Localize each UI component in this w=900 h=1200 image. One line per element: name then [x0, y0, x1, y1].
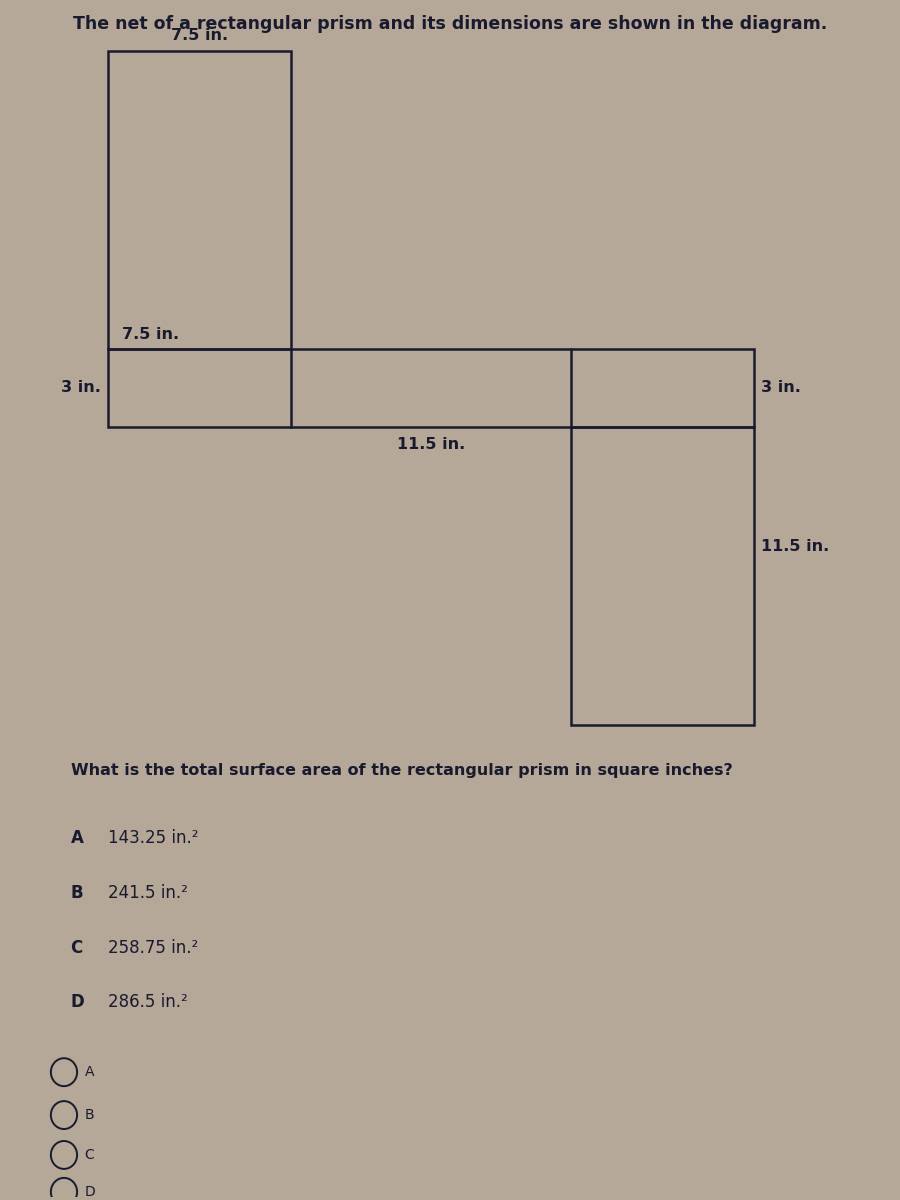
- Text: 11.5 in.: 11.5 in.: [397, 437, 465, 452]
- Text: The net of a rectangular prism and its dimensions are shown in the diagram.: The net of a rectangular prism and its d…: [73, 14, 827, 32]
- Text: D: D: [70, 994, 85, 1012]
- Text: A: A: [85, 1066, 94, 1079]
- Text: B: B: [70, 883, 83, 901]
- Bar: [108, 50, 291, 349]
- Text: 11.5 in.: 11.5 in.: [761, 539, 829, 553]
- Text: 3 in.: 3 in.: [60, 380, 101, 396]
- Bar: [571, 427, 753, 725]
- Text: 143.25 in.²: 143.25 in.²: [108, 829, 199, 847]
- Text: 7.5 in.: 7.5 in.: [171, 28, 228, 43]
- Text: 258.75 in.²: 258.75 in.²: [108, 938, 198, 956]
- Text: 241.5 in.²: 241.5 in.²: [108, 883, 188, 901]
- Text: 3 in.: 3 in.: [761, 380, 801, 396]
- Text: 7.5 in.: 7.5 in.: [122, 328, 179, 342]
- Text: C: C: [70, 938, 83, 956]
- Text: B: B: [85, 1108, 94, 1122]
- Text: What is the total surface area of the rectangular prism in square inches?: What is the total surface area of the re…: [70, 763, 733, 778]
- Text: D: D: [85, 1184, 95, 1199]
- Text: 286.5 in.²: 286.5 in.²: [108, 994, 188, 1012]
- Text: C: C: [85, 1148, 94, 1162]
- Text: A: A: [70, 829, 84, 847]
- Bar: [108, 349, 753, 427]
